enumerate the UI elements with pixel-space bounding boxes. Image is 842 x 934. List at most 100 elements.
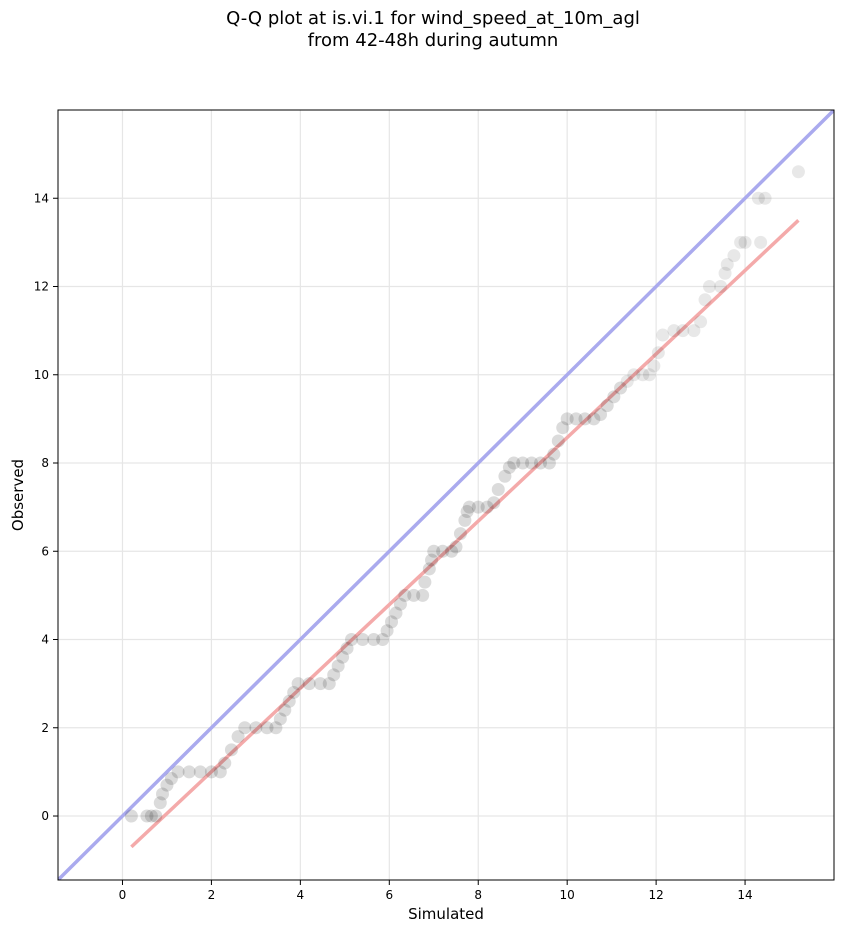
qq-point (487, 496, 501, 510)
axes-frame (57, 109, 835, 881)
qq-point (313, 677, 327, 691)
qq-point (340, 641, 354, 655)
qq-point (282, 694, 296, 708)
qq-point (647, 359, 661, 373)
y-tick-label: 10 (34, 368, 49, 382)
y-axis-ticks: 0 2 4 6 8 10 12 14 (34, 191, 58, 823)
qq-point (427, 544, 441, 558)
qq-point (153, 796, 167, 810)
qq-point (594, 407, 608, 421)
qq-point (516, 456, 530, 470)
qq-point (149, 809, 163, 823)
qq-point (734, 235, 748, 249)
chart-title-line-1: Q-Q plot at is.vi.1 for wind_speed_at_10… (226, 8, 640, 29)
qq-point (587, 412, 601, 426)
qq-point (389, 606, 403, 620)
qq-point (471, 500, 485, 514)
qq-point (367, 633, 381, 647)
qq-point (278, 703, 292, 717)
qq-point (791, 165, 805, 179)
qq-point (551, 434, 565, 448)
qq-point (667, 324, 681, 338)
qq-point (542, 456, 556, 470)
gridlines (58, 110, 834, 880)
qq-point (578, 412, 592, 426)
chart-title: Q-Q plot at is.vi.1 for wind_speed_at_10… (0, 8, 842, 52)
qq-point (453, 527, 467, 541)
qq-point (718, 266, 732, 280)
qq-point (407, 588, 421, 602)
qq-point (502, 460, 516, 474)
qq-point (425, 553, 439, 567)
y-tick-label: 0 (41, 809, 49, 823)
qq-point (436, 544, 450, 558)
qq-point (156, 787, 170, 801)
qq-point (322, 677, 336, 691)
qq-point (445, 544, 459, 558)
qq-point (144, 809, 158, 823)
x-tick-label: 2 (208, 888, 216, 902)
qq-point (269, 721, 283, 735)
identity-line (58, 110, 834, 880)
qq-points (124, 165, 805, 823)
qq-point (754, 235, 768, 249)
x-tick-label: 14 (737, 888, 752, 902)
qq-point (758, 191, 772, 205)
qq-point (560, 412, 574, 426)
qq-point (345, 633, 359, 647)
qq-point (720, 257, 734, 271)
qq-point (569, 412, 583, 426)
qq-point (614, 381, 628, 395)
qq-point (714, 280, 728, 294)
qq-point (600, 399, 614, 413)
qq-point (694, 315, 708, 329)
qq-point (273, 712, 287, 726)
qq-point (260, 721, 274, 735)
qq-point (449, 540, 463, 554)
qq-point (213, 765, 227, 779)
qq-point (547, 447, 561, 461)
qq-point (727, 249, 741, 263)
qq-point (460, 505, 474, 519)
qq-point (287, 685, 301, 699)
qq-point (164, 772, 178, 786)
qq-point (231, 730, 245, 744)
x-axis-ticks: 0 2 4 6 8 10 12 14 (119, 880, 753, 902)
qq-point (607, 390, 621, 404)
qq-point (627, 368, 641, 382)
qq-point (416, 588, 430, 602)
y-tick-label: 2 (41, 721, 49, 735)
qq-point (238, 721, 252, 735)
y-tick-label: 14 (34, 191, 49, 205)
qq-point (182, 765, 196, 779)
qq-point (398, 588, 412, 602)
qq-point (636, 368, 650, 382)
qq-point (422, 562, 436, 576)
qq-point (498, 469, 512, 483)
qq-point (642, 368, 656, 382)
qq-point (698, 293, 712, 307)
x-tick-label: 4 (297, 888, 305, 902)
y-axis-label: Observed (9, 458, 27, 532)
qq-point (291, 677, 305, 691)
chart-title-line-2: from 42-48h during autumn (307, 30, 559, 51)
y-tick-label: 6 (41, 544, 49, 558)
qq-point (385, 615, 399, 629)
qq-point (651, 346, 665, 360)
qq-point (687, 324, 701, 338)
qq-point (702, 280, 716, 294)
qq-point (676, 324, 690, 338)
qq-point (331, 659, 345, 673)
qq-point (556, 421, 570, 435)
qq-point (380, 624, 394, 638)
fit-line (130, 219, 800, 849)
qq-point (302, 677, 316, 691)
qq-point (458, 513, 472, 527)
qq-point (620, 374, 634, 388)
qq-point (507, 456, 521, 470)
qq-point (462, 500, 476, 514)
y-tick-label: 12 (34, 280, 49, 294)
qq-point (491, 482, 505, 496)
